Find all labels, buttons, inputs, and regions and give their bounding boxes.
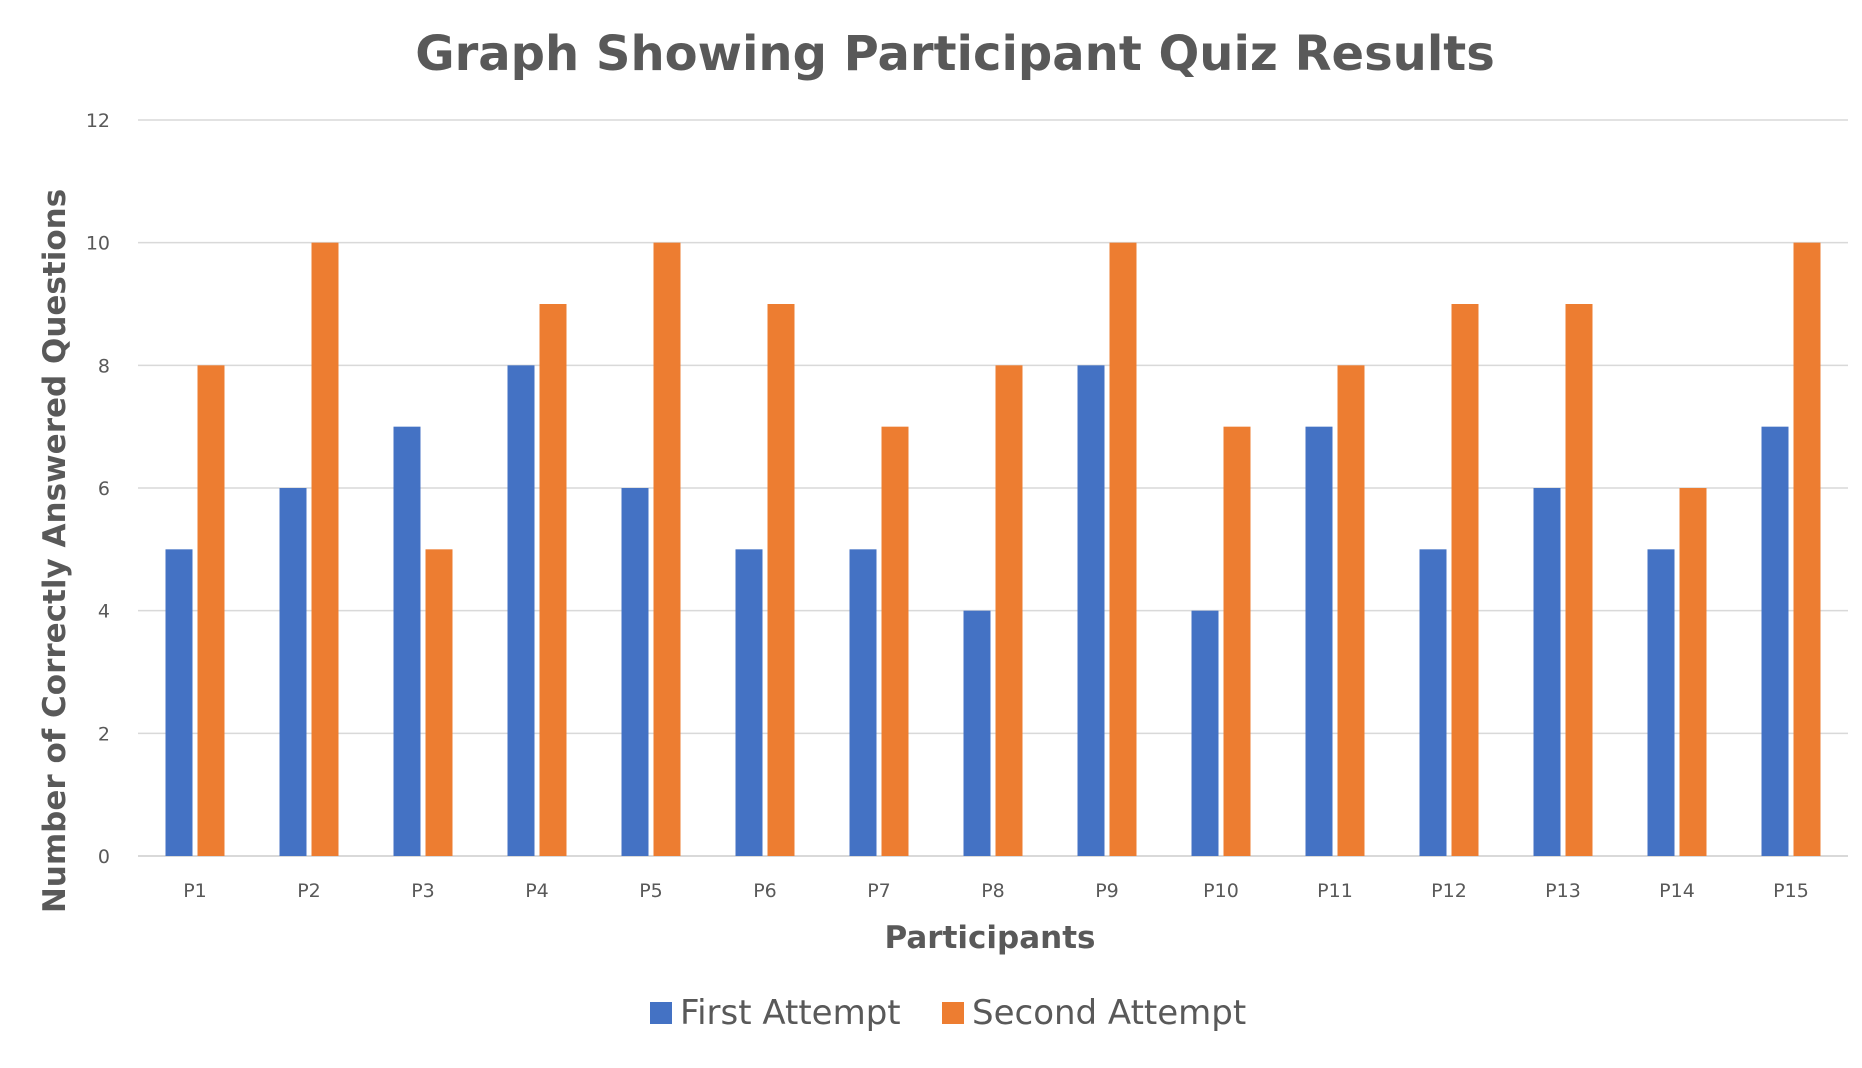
x-tick-label: P3 bbox=[411, 880, 435, 902]
bar-p1-second-attempt bbox=[197, 365, 225, 856]
x-tick-label: P10 bbox=[1203, 880, 1239, 902]
y-tick-label: 2 bbox=[98, 723, 110, 745]
bar-p8-second-attempt bbox=[995, 365, 1023, 856]
y-tick-label: 12 bbox=[86, 110, 110, 132]
x-tick-label: P13 bbox=[1545, 880, 1581, 902]
x-tick-label: P1 bbox=[183, 880, 207, 902]
bar-p8-first-attempt bbox=[963, 610, 991, 856]
y-tick-label: 0 bbox=[98, 846, 110, 868]
x-axis-ticks: P1 P2 P3 P4 P5 P6 P7 P8 P9 P10 P11 P12 P13 P14 P15 bbox=[183, 880, 1809, 902]
y-tick-label: 4 bbox=[98, 601, 110, 623]
bar-p1-first-attempt bbox=[165, 549, 193, 856]
x-tick-label: P7 bbox=[867, 880, 891, 902]
x-tick-label: P11 bbox=[1317, 880, 1353, 902]
bar-p12-first-attempt bbox=[1419, 549, 1447, 856]
legend-label-first-attempt: First Attempt bbox=[680, 993, 901, 1033]
x-tick-label: P2 bbox=[297, 880, 321, 902]
bar-p6-first-attempt bbox=[735, 549, 763, 856]
bar-p3-first-attempt bbox=[393, 426, 421, 856]
bar-p7-first-attempt bbox=[849, 549, 877, 856]
bars bbox=[165, 242, 1821, 856]
bar-p11-first-attempt bbox=[1305, 426, 1333, 856]
bar-p15-first-attempt bbox=[1761, 426, 1789, 856]
bar-p3-second-attempt bbox=[425, 549, 453, 856]
legend-swatch-second-attempt bbox=[942, 1002, 964, 1024]
x-tick-label: P15 bbox=[1773, 880, 1809, 902]
legend-label-second-attempt: Second Attempt bbox=[972, 993, 1246, 1033]
y-tick-label: 6 bbox=[98, 478, 110, 500]
x-tick-label: P8 bbox=[981, 880, 1005, 902]
x-tick-label: P12 bbox=[1431, 880, 1467, 902]
bar-p2-second-attempt bbox=[311, 242, 339, 856]
gridlines bbox=[138, 119, 1848, 857]
bar-p15-second-attempt bbox=[1793, 242, 1821, 856]
x-axis-title: Participants bbox=[885, 920, 1096, 956]
legend: First Attempt Second Attempt bbox=[650, 993, 1246, 1033]
bar-p7-second-attempt bbox=[881, 426, 909, 856]
bar-p4-second-attempt bbox=[539, 304, 567, 856]
bar-p5-first-attempt bbox=[621, 488, 649, 856]
y-axis-ticks: 0 2 4 6 8 10 12 bbox=[86, 110, 110, 868]
y-tick-label: 10 bbox=[86, 233, 110, 255]
bar-p13-first-attempt bbox=[1533, 488, 1561, 856]
bar-p4-first-attempt bbox=[507, 365, 535, 856]
bar-p13-second-attempt bbox=[1565, 304, 1593, 856]
bar-p14-second-attempt bbox=[1679, 488, 1707, 856]
x-tick-label: P4 bbox=[525, 880, 549, 902]
bar-p6-second-attempt bbox=[767, 304, 795, 856]
x-tick-label: P14 bbox=[1659, 880, 1695, 902]
bar-p14-first-attempt bbox=[1647, 549, 1675, 856]
bar-p12-second-attempt bbox=[1451, 304, 1479, 856]
y-axis-title: Number of Correctly Answered Questions bbox=[37, 189, 73, 913]
chart-title: Graph Showing Participant Quiz Results bbox=[415, 26, 1495, 82]
bar-p2-first-attempt bbox=[279, 488, 307, 856]
legend-swatch-first-attempt bbox=[650, 1002, 672, 1024]
x-tick-label: P6 bbox=[753, 880, 777, 902]
x-tick-label: P9 bbox=[1095, 880, 1119, 902]
bar-p10-first-attempt bbox=[1191, 610, 1219, 856]
bar-p5-second-attempt bbox=[653, 242, 681, 856]
y-tick-label: 8 bbox=[98, 355, 110, 377]
bar-p9-second-attempt bbox=[1109, 242, 1137, 856]
bar-p10-second-attempt bbox=[1223, 426, 1251, 856]
bar-p9-first-attempt bbox=[1077, 365, 1105, 856]
bar-p11-second-attempt bbox=[1337, 365, 1365, 856]
x-tick-label: P5 bbox=[639, 880, 663, 902]
